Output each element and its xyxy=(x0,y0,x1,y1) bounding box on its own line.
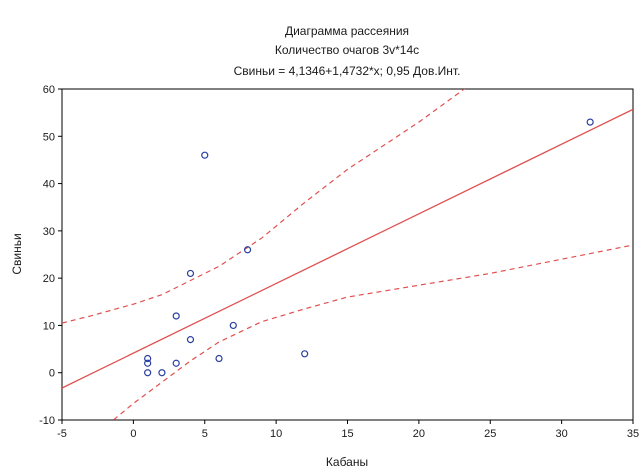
x-axis-ticks: -5 0 5 10 15 20 25 30 35 xyxy=(57,420,639,440)
data-point xyxy=(215,354,223,363)
x-tick-label: 20 xyxy=(413,428,425,440)
y-tick-label: 10 xyxy=(43,320,55,332)
data-point xyxy=(144,354,152,363)
x-tick-label: -5 xyxy=(57,428,67,440)
x-tick-label: 10 xyxy=(270,428,282,440)
x-tick-label: 25 xyxy=(484,428,496,440)
y-tick-label: 30 xyxy=(43,226,55,238)
data-point xyxy=(172,312,180,320)
data-point xyxy=(172,359,180,367)
y-axis-ticks: -10 0 10 20 30 40 50 60 xyxy=(39,84,62,427)
chart-title: Диаграмма рассеяния xyxy=(285,24,409,38)
data-points xyxy=(144,118,594,377)
data-point xyxy=(243,246,252,254)
data-point xyxy=(301,350,309,358)
x-tick-label: 15 xyxy=(341,428,353,440)
confidence-band-upper xyxy=(62,89,466,324)
data-point xyxy=(186,336,195,344)
chart-subtitle: Количество очагов 3v*14c xyxy=(275,43,419,57)
x-axis-label: Кабаны xyxy=(326,455,368,469)
x-tick-label: 5 xyxy=(202,428,208,440)
chart-equation: Свиньи = 4,1346+1,4732*x; 0,95 Дов.Инт. xyxy=(234,64,461,78)
data-point xyxy=(144,369,152,377)
y-tick-label: 20 xyxy=(43,273,55,285)
data-point xyxy=(229,321,237,330)
y-tick-label: -10 xyxy=(39,415,55,427)
y-tick-label: 0 xyxy=(49,368,55,380)
data-point xyxy=(158,369,166,377)
regression-line xyxy=(62,108,633,389)
y-tick-label: 60 xyxy=(43,84,55,96)
y-tick-label: 50 xyxy=(43,131,55,143)
x-tick-label: 0 xyxy=(130,428,136,440)
plot-area-frame xyxy=(61,88,634,421)
data-point xyxy=(586,118,594,126)
data-point xyxy=(144,359,152,367)
x-tick-label: 30 xyxy=(556,428,568,440)
data-point xyxy=(186,269,195,278)
y-tick-label: 40 xyxy=(43,179,55,191)
data-point xyxy=(201,151,209,159)
y-axis-label: Свиньи xyxy=(10,233,24,274)
x-tick-label: 35 xyxy=(627,428,639,440)
